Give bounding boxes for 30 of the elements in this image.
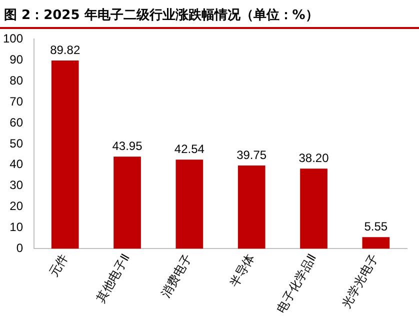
y-tick-label: 100 <box>2 32 24 46</box>
y-tick-label: 0 <box>16 241 24 256</box>
data-label: 42.54 <box>174 142 205 156</box>
x-tick-label: 光学光电子 <box>339 251 382 310</box>
data-label: 39.75 <box>236 148 267 162</box>
bar <box>300 168 328 249</box>
y-tick-label: 20 <box>10 199 24 214</box>
y-tick-label: 40 <box>10 157 24 172</box>
data-label: 5.55 <box>364 219 388 234</box>
bar <box>176 160 204 249</box>
data-label: 89.82 <box>50 42 80 57</box>
bar <box>362 237 390 249</box>
y-tick-label: 30 <box>10 178 24 192</box>
x-tick-label: 电子化学品Ⅱ <box>274 251 320 316</box>
x-tick-label: 其他电子Ⅱ <box>93 251 133 306</box>
y-tick-label: 60 <box>10 115 24 130</box>
y-tick-label: 80 <box>10 73 24 88</box>
y-tick-label: 50 <box>10 136 24 150</box>
y-tick-label: 70 <box>10 94 24 108</box>
y-tick-label: 90 <box>10 52 24 66</box>
x-tick-label: 元件 <box>46 251 70 280</box>
bar <box>238 165 266 249</box>
chart-title: 图 2：2025 年电子二级行业涨跌幅情况（单位：%） <box>0 0 419 29</box>
x-tick-label: 消费电子 <box>158 251 195 300</box>
bar <box>114 156 141 249</box>
data-label: 43.95 <box>112 138 143 153</box>
y-tick-label: 10 <box>10 220 24 234</box>
data-label: 38.20 <box>298 151 330 165</box>
bar <box>51 60 79 249</box>
x-tick-label: 半导体 <box>226 251 257 290</box>
